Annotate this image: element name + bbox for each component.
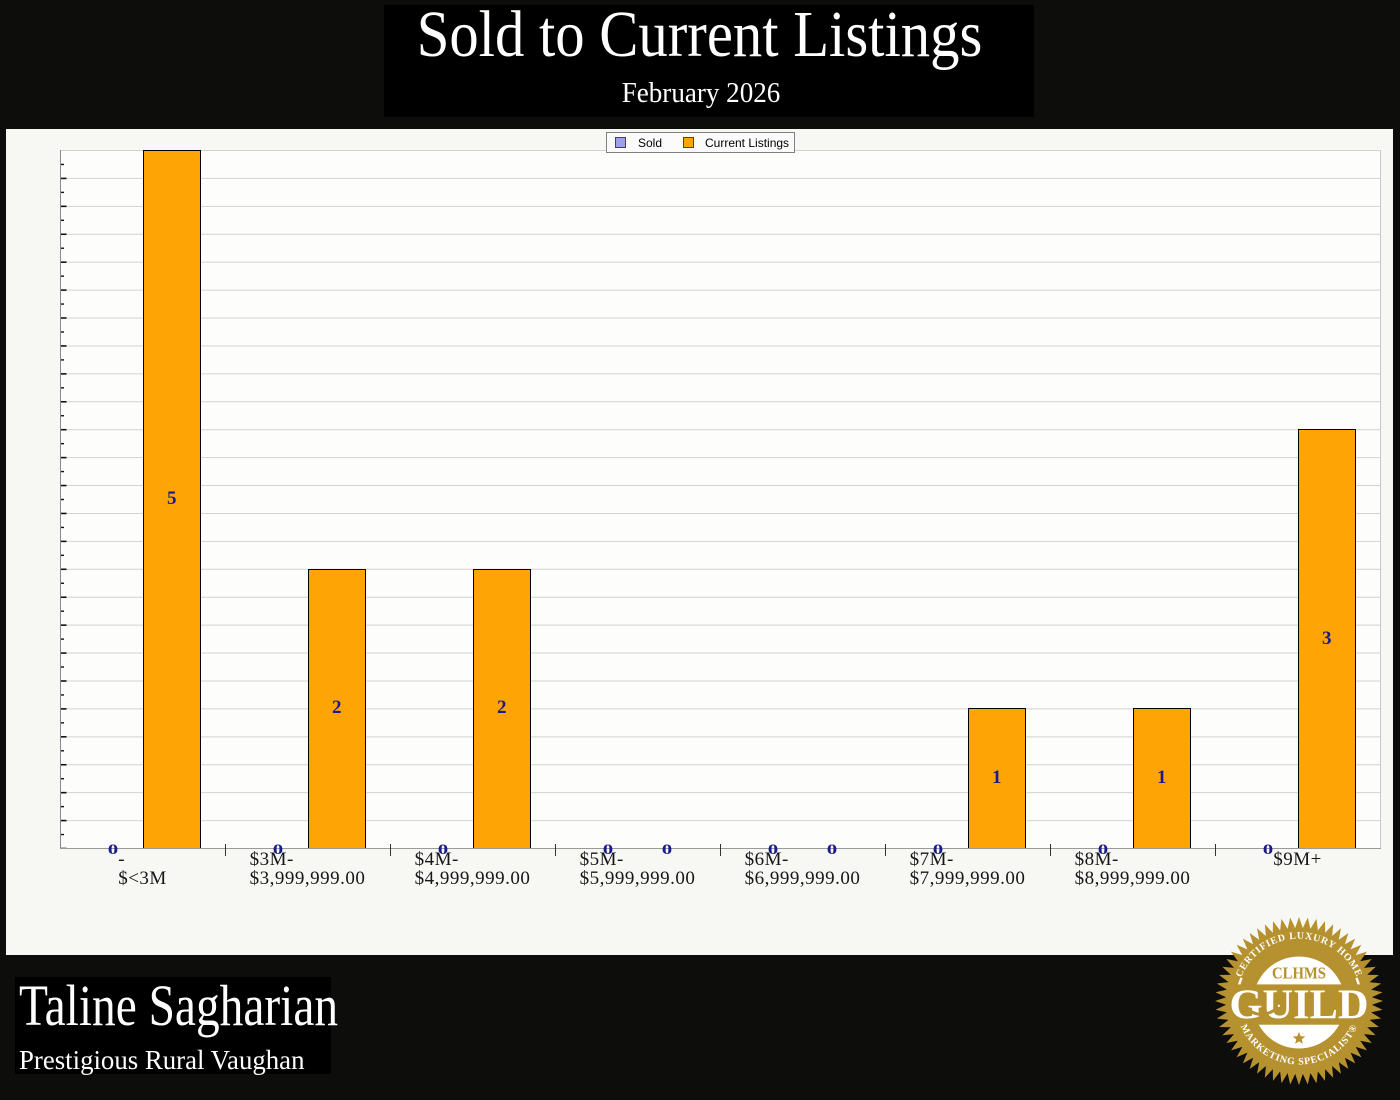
svg-text:CLHMS: CLHMS — [1272, 964, 1326, 983]
svg-text:GUILD: GUILD — [1229, 982, 1368, 1029]
